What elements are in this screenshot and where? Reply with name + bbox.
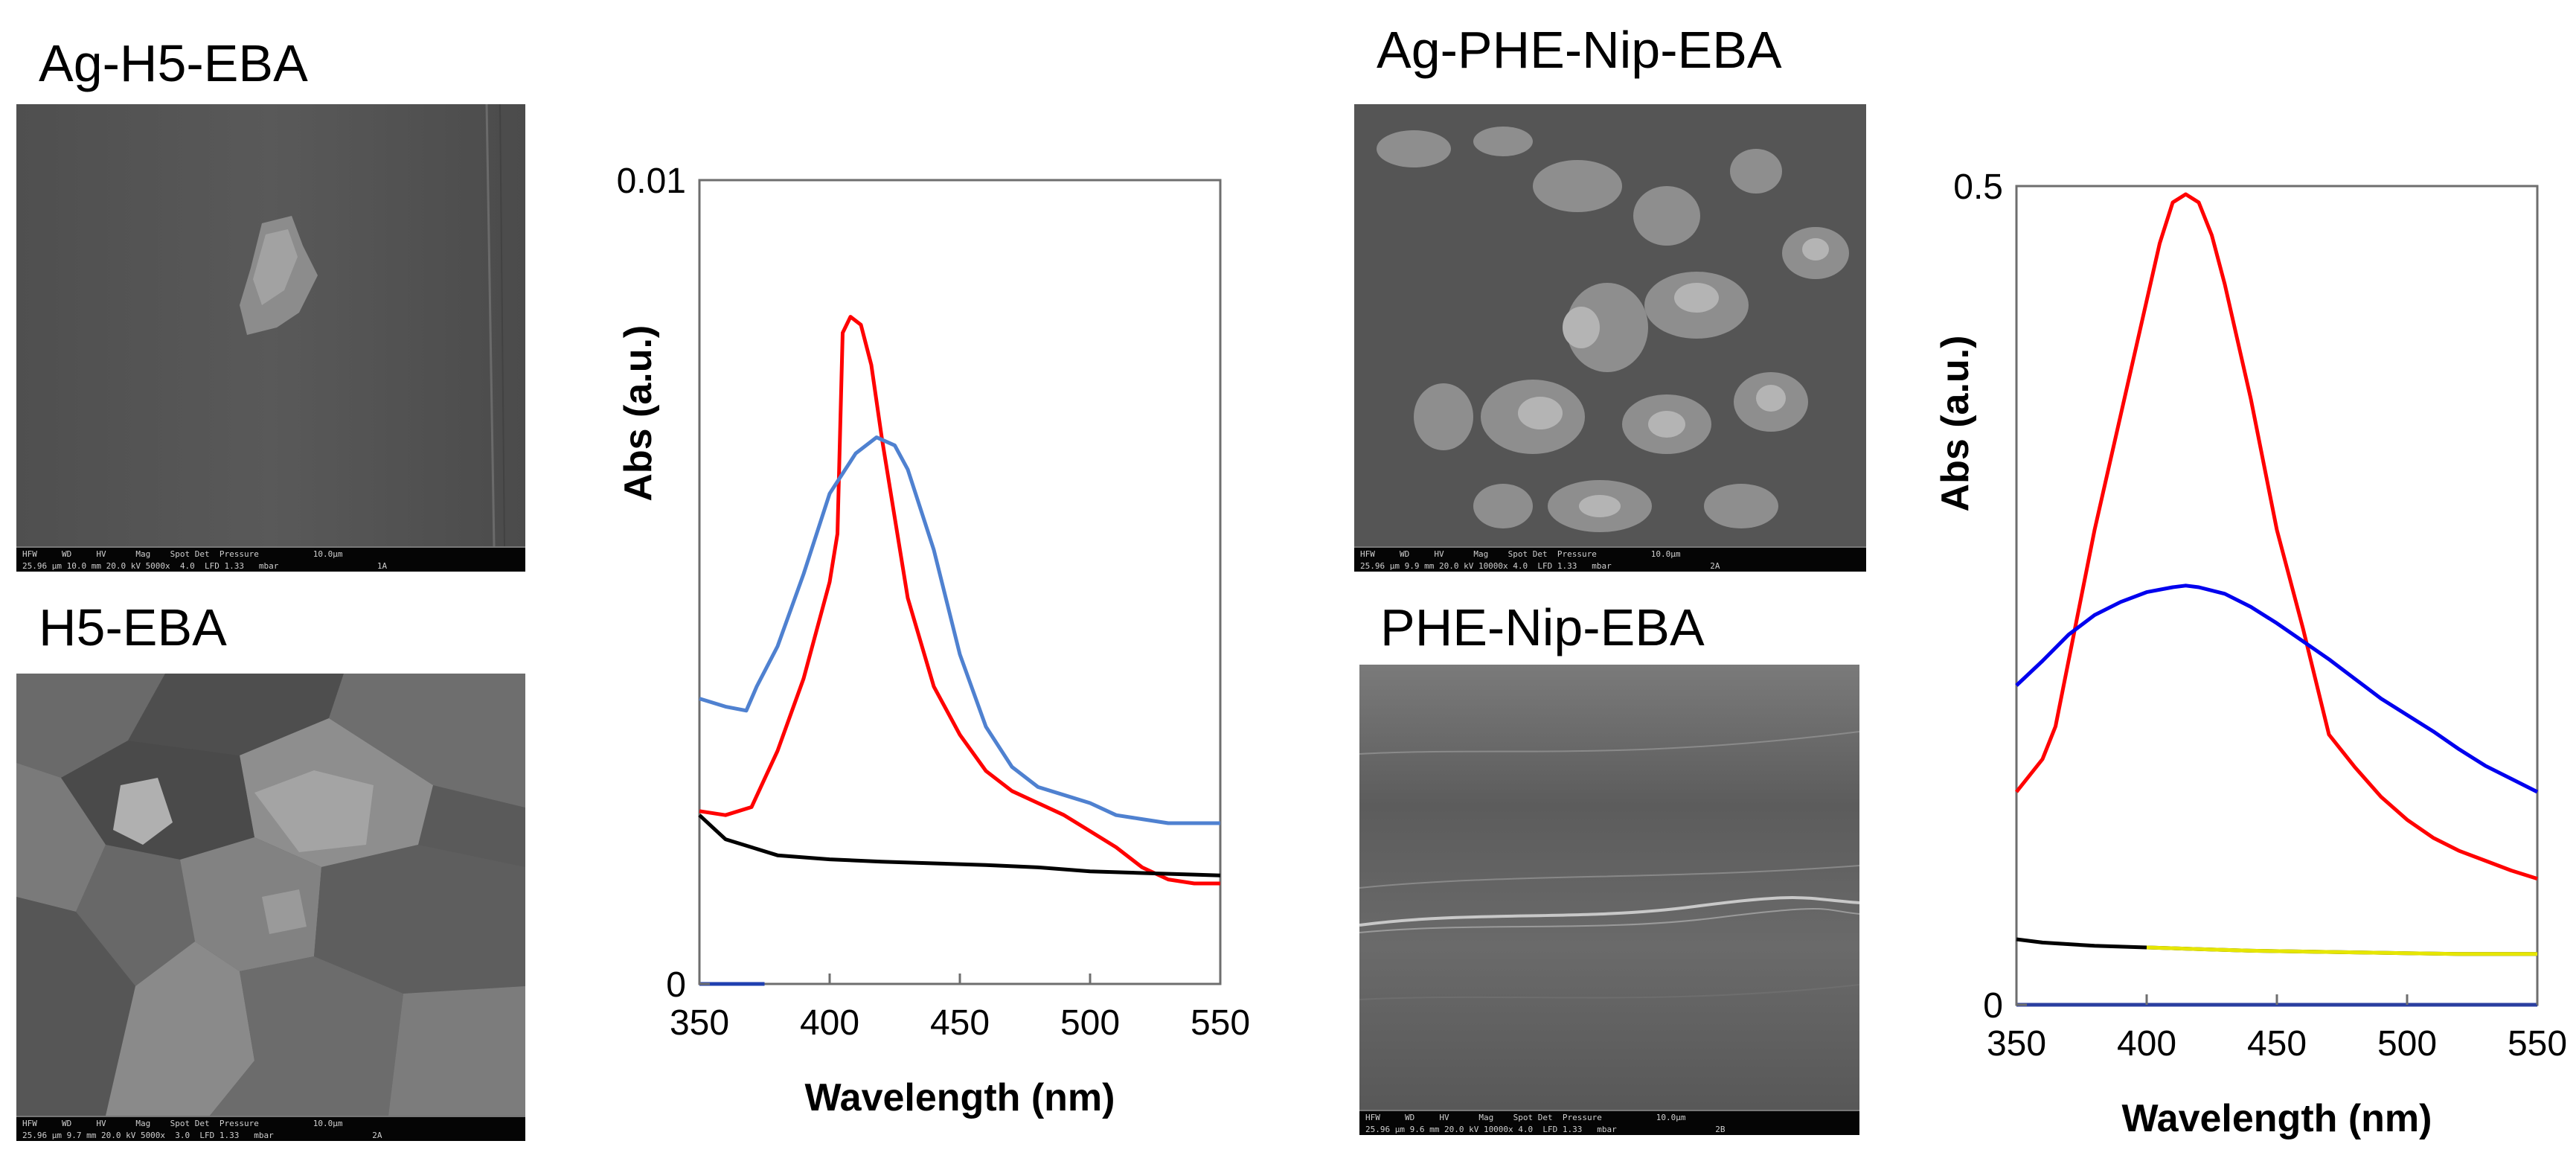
sem-texture	[1354, 104, 1866, 572]
chart1-svg: 350 400 450 500 550 0 0.01 Wavelength (nm) Abs (…	[617, 162, 1250, 1119]
chart1-x-tick-label: 550	[1191, 1003, 1250, 1043]
sem-image-h5-eba: HFW WD HV Mag Spot Det Pressure 10.0μm 2…	[16, 674, 525, 1141]
sem-databar: HFW WD HV Mag Spot Det Pressure 10.0μm 2…	[1354, 546, 1866, 572]
h5-eba-label: H5-EBA	[39, 598, 227, 656]
sem-image-phe-nip-eba: HFW WD HV Mag Spot Det Pressure 10.0μm 2…	[1359, 665, 1859, 1135]
chart1-x-tick-label: 350	[670, 1003, 729, 1043]
chart2-x-tick-label: 450	[2247, 1024, 2307, 1064]
sem-image-ag-h5-eba: HFW WD HV Mag Spot Det Pressure 10.0μm 2…	[16, 104, 525, 572]
chart2-y-axis-title: Abs (a.u.)	[1934, 336, 1977, 512]
chart1-x-tick-label: 400	[800, 1003, 859, 1043]
chart1-y-tick-label: 0	[666, 965, 686, 1005]
chart2-y-tick-label: 0	[1983, 986, 2003, 1026]
chart2-series-red	[2015, 192, 2538, 880]
chart1-x-tick-label: 500	[1060, 1003, 1120, 1043]
sem-image-ag-phe-nip-eba: HFW WD HV Mag Spot Det Pressure 10.0μm 2…	[1354, 104, 1866, 572]
chart2-svg: 350 400 450 500 550 0 0.5 Wavelength (nm) Abs (a…	[1934, 167, 2567, 1140]
chart1-y-tick-label: 0.01	[617, 162, 686, 201]
chart-ag-h5-eba-absorbance: 350 400 450 500 550 0 0.01 Wavelength (nm) Abs (…	[565, 149, 1250, 1154]
sem-texture	[16, 104, 525, 572]
chart2-series-yellow	[2146, 945, 2537, 956]
ag-phe-nip-eba-label: Ag-PHE-Nip-EBA	[1377, 21, 1782, 79]
chart1-x-axis-title: Wavelength (nm)	[805, 1076, 1115, 1119]
sem-databar: HFW WD HV Mag Spot Det Pressure 10.0μm 2…	[16, 546, 525, 572]
chart-ag-phe-nip-eba-absorbance: 350 400 450 500 550 0 0.5 Wavelength (nm) Abs (a…	[1905, 149, 2567, 1170]
chart2-series-blue	[2015, 584, 2539, 794]
sem-texture	[1359, 665, 1859, 1135]
ag-h5-eba-label: Ag-H5-EBA	[39, 34, 308, 92]
sem-databar: HFW WD HV Mag Spot Det Pressure 10.0μm 2…	[16, 1116, 525, 1141]
chart1-series-red	[699, 315, 1220, 886]
chart2-x-axis-title: Wavelength (nm)	[2122, 1097, 2432, 1140]
phe-nip-eba-label: PHE-Nip-EBA	[1380, 598, 1705, 656]
chart2-x-tick-label: 400	[2117, 1024, 2176, 1064]
chart2-x-tick-label: 500	[2377, 1024, 2437, 1064]
chart1-y-axis-title: Abs (a.u.)	[617, 325, 660, 502]
sem-texture	[16, 674, 525, 1141]
chart2-y-tick-label: 0.5	[1953, 167, 2003, 207]
chart2-x-tick-label: 550	[2508, 1024, 2567, 1064]
chart1-series-black	[698, 813, 1221, 878]
chart1-x-tick-label: 450	[930, 1003, 990, 1043]
chart2-plot-frame	[2015, 185, 2539, 1006]
sem-databar: HFW WD HV Mag Spot Det Pressure 10.0μm 2…	[1359, 1110, 1859, 1135]
chart1-series-blue	[699, 435, 1220, 825]
chart2-x-tick-label: 350	[1987, 1024, 2046, 1064]
